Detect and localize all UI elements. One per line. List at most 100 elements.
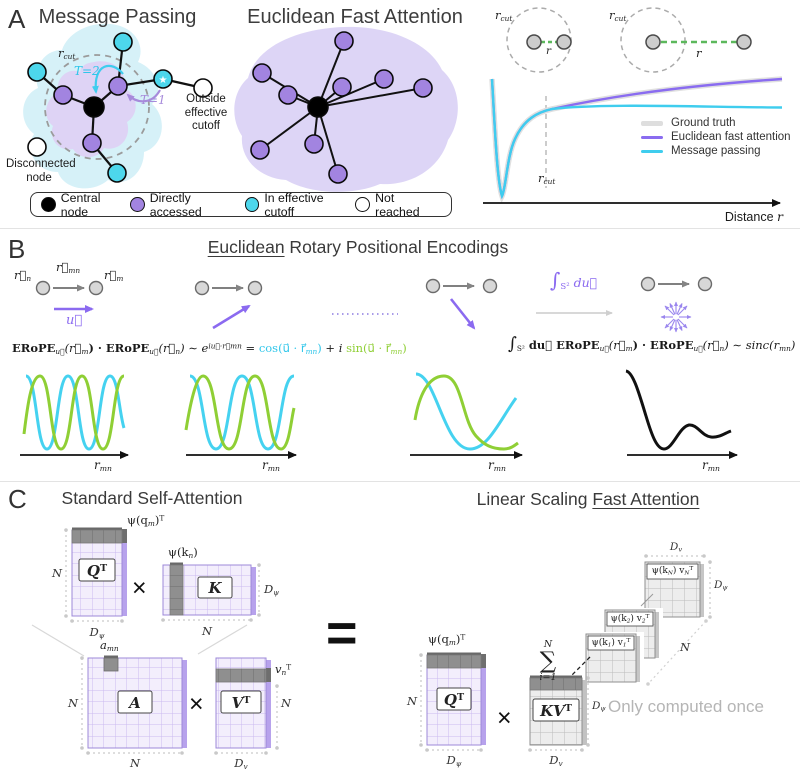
t2-label: T=2 — [74, 64, 100, 78]
n-dim-a-left: N — [67, 696, 78, 710]
n-dim-q-right: N — [406, 694, 417, 708]
n-dim-k: N — [201, 624, 213, 638]
multiply-sign-1: × — [132, 574, 147, 602]
disconnected-label: Disconnected node — [6, 158, 76, 184]
kv-matrix-label: KVT — [540, 702, 572, 720]
sinc-formula: ∫S² du⃗ ERoPEu⃗(r⃗m) · ERoPEu⃗(r⃗n) ∼ si… — [508, 334, 796, 354]
dv-dim-kv: Dv — [549, 753, 563, 768]
pair-arrows — [53, 280, 690, 292]
stack-label-k2: ψ(k2) v2T — [610, 613, 650, 624]
wave1-cyan — [25, 374, 126, 451]
attention-blob — [234, 26, 458, 192]
dpsi-dim-q-right: Dψ — [446, 753, 462, 768]
kv-stack — [584, 554, 712, 686]
vnt-label: vnT — [275, 662, 292, 677]
vt-matrix — [214, 657, 279, 755]
cutoff-schematic — [506, 7, 752, 73]
sinc-curve — [625, 369, 732, 451]
q-matrix-label-right: QT — [443, 691, 465, 709]
wave1-green — [22, 374, 125, 451]
legend-efa: Euclidean fast attention — [641, 130, 791, 144]
legend-label: Euclidean fast attention — [671, 131, 791, 143]
psi-qm-label-left: ψ(qm)T — [127, 513, 165, 528]
panel-b-label: B — [8, 234, 26, 264]
t1-arrow — [126, 89, 161, 103]
wave3-green — [413, 374, 519, 451]
central-node-dot — [41, 197, 56, 212]
wave-plots — [20, 369, 738, 459]
distance-plot — [483, 76, 783, 207]
n-dim-q-left: N — [51, 566, 62, 580]
wave2-green — [184, 374, 296, 451]
panel-a-label: A — [8, 4, 26, 34]
rcut-label-circle1: rcut — [495, 8, 513, 23]
star-icon: ★ — [159, 75, 168, 86]
rcut-label-circle2: rcut — [609, 8, 627, 23]
panel-divider-bc — [0, 481, 800, 482]
dpsi-dim-q-left: Dψ — [89, 625, 105, 640]
fast-attention-graph — [234, 26, 458, 192]
a-matrix — [80, 655, 187, 755]
psi-qm-label-right: ψ(qm)T — [428, 632, 466, 647]
qt-matrix — [64, 527, 127, 623]
k-matrix — [161, 562, 261, 622]
legend-label: Central node — [60, 190, 101, 219]
mp-curve — [490, 78, 783, 200]
schematic-nodes — [526, 34, 752, 50]
sigma-icon: ∑ — [539, 647, 557, 674]
v-matrix-label: VT — [231, 694, 251, 712]
graph-nodes — [27, 32, 213, 183]
stack-label-kn: ψ(kN) vNT — [651, 566, 694, 577]
message-passing-title: Message Passing — [38, 6, 197, 28]
wave3-cyan — [415, 372, 518, 451]
multiply-sign-2: × — [189, 690, 204, 718]
dv-dim-stack: Dv — [669, 541, 683, 554]
dpsi-dim-k: Dψ — [264, 582, 280, 597]
qt-matrix-right — [419, 652, 486, 752]
rmn-axis-label-3: rmn — [488, 458, 506, 473]
dv-dim-v: Dv — [234, 756, 248, 771]
plot-legend: Ground truth Euclidean fast attention Me… — [641, 116, 791, 158]
sum-lower-limit: i=1 — [539, 671, 557, 683]
kvt-matrix — [528, 675, 590, 752]
erope-title: Euclidean Rotary Positional Encodings — [207, 237, 509, 257]
r-label-circle2: r — [696, 46, 702, 60]
legend-label: Message passing — [671, 145, 761, 157]
attention-nodes — [250, 31, 433, 184]
rcut-label-plot: rcut — [538, 171, 556, 186]
mp-swatch — [641, 149, 663, 153]
stack-label-k1: ψ(k1) v1T — [591, 637, 631, 648]
r-label-circle1: r — [546, 45, 552, 57]
directly-accessed-dot — [130, 197, 145, 212]
n-dim-stack: N — [680, 640, 691, 654]
rmn-axis-label-4: rmn — [702, 458, 720, 473]
perspective-line-right — [197, 624, 248, 655]
t1-label: T=1 — [140, 93, 166, 107]
legend-central-node: Central node — [41, 191, 130, 219]
ground-truth-swatch — [641, 120, 663, 126]
k-matrix-label: K — [208, 579, 222, 597]
rmn-axis-label-1: rmn — [94, 458, 112, 473]
dpsi-dim-kv: Dψ — [592, 700, 606, 713]
legend-label: Directly accessed — [149, 190, 202, 219]
panel-divider-ab — [0, 228, 800, 229]
rcut-label-graph: rcut — [58, 46, 76, 61]
legend-not-reached: Not reached — [355, 191, 441, 219]
in-cutoff-dot — [244, 197, 260, 212]
node-legend: Central node Directly accessed In effect… — [30, 191, 452, 219]
distance-axis-label: Distance r — [724, 209, 783, 224]
a-matrix-label: A — [129, 694, 141, 712]
erope-row — [35, 276, 713, 333]
q-matrix-label-left: QT — [86, 562, 108, 580]
rmn-vector-label: r⃗mn — [56, 260, 81, 275]
multiply-sign-3: × — [497, 704, 512, 732]
dpsi-dim-stack: Dψ — [714, 579, 728, 592]
legend-directly-accessed: Directly accessed — [130, 191, 245, 219]
erope-product-formula: ERoPEu⃗(r⃗m) · ERoPEu⃗(r⃗n) ∼ eiu⃗·r⃗mn … — [12, 341, 407, 356]
wave2-cyan — [189, 374, 295, 451]
rn-vector-label: r⃗n — [14, 268, 32, 283]
linear-attention-title: Linear Scaling Fast Attention — [476, 489, 700, 509]
rcut-circle — [44, 54, 150, 160]
